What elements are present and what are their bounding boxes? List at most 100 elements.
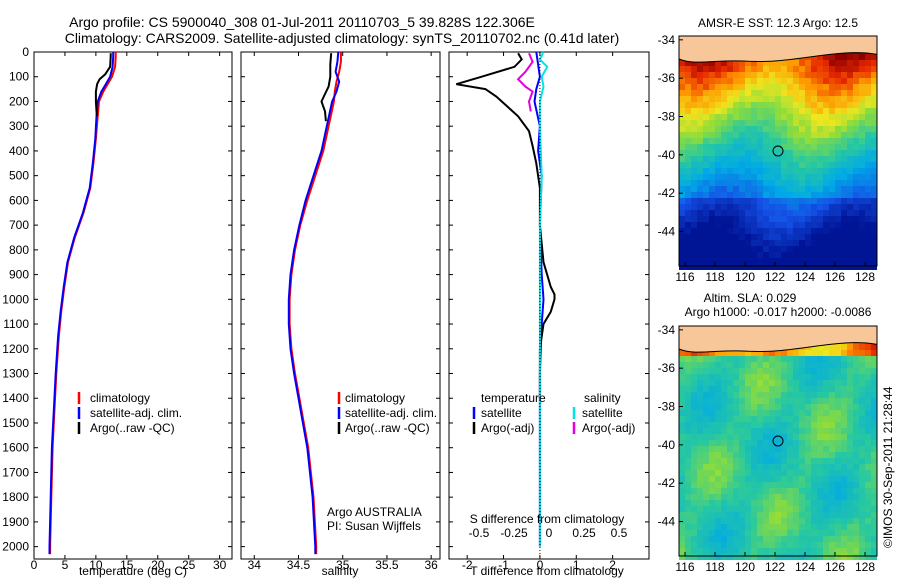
heatmap-cell — [859, 524, 865, 530]
heatmap-cell — [691, 530, 697, 536]
heatmap-cell — [709, 72, 715, 78]
heatmap-cell — [775, 548, 781, 554]
heatmap-cell — [703, 398, 709, 404]
heatmap-cell — [775, 542, 781, 548]
heatmap-cell — [847, 240, 853, 246]
heatmap-cell — [835, 476, 841, 482]
heatmap-cell — [685, 66, 691, 72]
heatmap-cell — [709, 246, 715, 252]
heatmap-cell — [859, 464, 865, 470]
heatmap-cell — [775, 252, 781, 258]
heatmap-cell — [799, 162, 805, 168]
heatmap-cell — [823, 156, 829, 162]
heatmap-cell — [751, 108, 757, 114]
heatmap-cell — [835, 350, 841, 356]
heatmap-cell — [709, 264, 715, 270]
heatmap-cell — [817, 192, 823, 198]
heatmap-cell — [757, 264, 763, 270]
heatmap-cell — [781, 174, 787, 180]
heatmap-cell — [733, 524, 739, 530]
heatmap-cell — [691, 554, 697, 560]
heatmap-cell — [715, 66, 721, 72]
heatmap-cell — [709, 162, 715, 168]
heatmap-cell — [799, 186, 805, 192]
heatmap-cell — [769, 234, 775, 240]
heatmap-cell — [697, 180, 703, 186]
heatmap-cell — [751, 506, 757, 512]
heatmap-cell — [703, 374, 709, 380]
heatmap-cell — [871, 60, 877, 66]
heatmap-cell — [799, 168, 805, 174]
heatmap-cell — [739, 90, 745, 96]
heatmap-cell — [691, 386, 697, 392]
heatmap-cell — [859, 264, 865, 270]
heatmap-cell — [793, 536, 799, 542]
heatmap-cell — [859, 240, 865, 246]
heatmap-cell — [865, 222, 871, 228]
heatmap-cell — [733, 512, 739, 518]
heatmap-cell — [781, 530, 787, 536]
heatmap-cell — [715, 440, 721, 446]
heatmap-cell — [811, 66, 817, 72]
heatmap-cell — [787, 120, 793, 126]
heatmap-cell — [739, 72, 745, 78]
heatmap-cell — [745, 524, 751, 530]
heatmap-cell — [847, 54, 853, 60]
header-line-2: Climatology: CARS2009. Satellite-adjuste… — [65, 30, 620, 46]
heatmap-cell — [793, 434, 799, 440]
heatmap-cell — [871, 132, 877, 138]
heatmap-cell — [715, 108, 721, 114]
heatmap-cell — [811, 428, 817, 434]
heatmap-cell — [841, 180, 847, 186]
longitude-tick-label: 128 — [855, 270, 875, 284]
heatmap-cell — [721, 446, 727, 452]
heatmap-cell — [757, 410, 763, 416]
legend-label: Argo(..raw -QC) — [345, 421, 430, 435]
heatmap-cell — [871, 488, 877, 494]
heatmap-cell — [733, 542, 739, 548]
heatmap-cell — [691, 398, 697, 404]
heatmap-cell — [763, 374, 769, 380]
heatmap-cell — [775, 536, 781, 542]
heatmap-cell — [709, 150, 715, 156]
heatmap-cell — [859, 494, 865, 500]
heatmap-cell — [757, 506, 763, 512]
heatmap-cell — [775, 404, 781, 410]
heatmap-cell — [865, 476, 871, 482]
heatmap-cell — [751, 548, 757, 554]
heatmap-cell — [805, 258, 811, 264]
heatmap-cell — [847, 452, 853, 458]
legend-label: Argo(-adj) — [582, 421, 635, 435]
heatmap-cell — [787, 398, 793, 404]
heatmap-cell — [853, 440, 859, 446]
heatmap-cell — [721, 362, 727, 368]
heatmap-cell — [817, 500, 823, 506]
heatmap-cell — [871, 548, 877, 554]
heatmap-cell — [847, 66, 853, 72]
heatmap-cell — [823, 464, 829, 470]
heatmap-cell — [763, 174, 769, 180]
heatmap-cell — [745, 548, 751, 554]
heatmap-cell — [805, 476, 811, 482]
heatmap-cell — [715, 416, 721, 422]
heatmap-cell — [703, 186, 709, 192]
heatmap-cell — [781, 240, 787, 246]
heatmap-cell — [715, 494, 721, 500]
heatmap-cell — [865, 264, 871, 270]
heatmap-cell — [769, 404, 775, 410]
heatmap-cell — [697, 368, 703, 374]
heatmap-cell — [721, 416, 727, 422]
heatmap-cell — [817, 246, 823, 252]
heatmap-cell — [733, 210, 739, 216]
heatmap-cell — [853, 234, 859, 240]
heatmap-cell — [757, 162, 763, 168]
heatmap-cell — [799, 470, 805, 476]
heatmap-cell — [727, 530, 733, 536]
heatmap-cell — [817, 234, 823, 240]
heatmap-cell — [841, 446, 847, 452]
heatmap-cell — [769, 120, 775, 126]
heatmap-cell — [703, 174, 709, 180]
heatmap-cell — [841, 410, 847, 416]
data-provider: Argo AUSTRALIA — [327, 505, 422, 519]
heatmap-cell — [793, 506, 799, 512]
